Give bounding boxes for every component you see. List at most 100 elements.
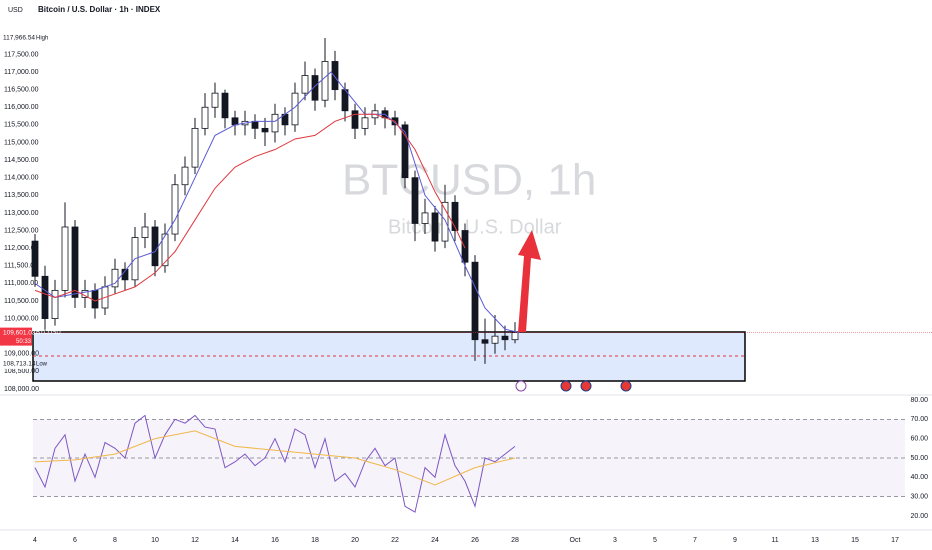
candle-body — [491, 335, 499, 344]
x-tick-label: 17 — [891, 537, 899, 544]
price-tag — [0, 358, 32, 369]
rsi-tick-label: 80.00 — [910, 397, 928, 404]
candle-body — [71, 226, 79, 298]
chart-title: Bitcoin / U.S. Dollar · 1h · INDEX — [38, 5, 161, 14]
candle-body — [41, 275, 49, 319]
candle-body — [221, 92, 229, 119]
x-tick-label: Oct — [570, 537, 581, 544]
x-tick-label: 12 — [191, 537, 199, 544]
x-tick-label: 4 — [33, 537, 37, 544]
x-tick-label: 13 — [811, 537, 819, 544]
y-tick-label: 115,000.00 — [4, 139, 39, 146]
rsi-tick-label: 20.00 — [910, 513, 928, 520]
x-tick-label: 24 — [431, 537, 439, 544]
candle-body — [501, 335, 509, 341]
candle-body — [451, 201, 459, 231]
rsi-tick-label: 40.00 — [910, 474, 928, 481]
rsi-tick-label: 60.00 — [910, 435, 928, 442]
candle-body — [211, 92, 219, 108]
x-tick-label: 15 — [851, 537, 859, 544]
rsi-tick-label: 30.00 — [910, 493, 928, 500]
up-arrow — [518, 230, 541, 332]
price-tag-label: 117,966.54 — [3, 35, 35, 42]
candle-body — [151, 226, 159, 267]
rsi-tick-label: 70.00 — [910, 416, 928, 423]
candle-body — [361, 117, 369, 129]
candle-body — [181, 166, 189, 186]
y-tick-label: 114,000.00 — [4, 175, 39, 182]
candle-body — [161, 233, 169, 267]
x-tick-label: 9 — [733, 537, 737, 544]
candle-body — [31, 240, 39, 277]
rsi-line — [34, 414, 516, 513]
rsi-signal — [34, 430, 516, 486]
y-tick-label: 112,000.00 — [4, 245, 39, 252]
candle-body — [431, 212, 439, 242]
ma-fast — [34, 71, 520, 334]
y-tick-label: 113,500.00 — [4, 192, 39, 199]
currency: USD — [8, 7, 23, 14]
candle-body — [321, 61, 329, 101]
y-tick-label: 116,500.00 — [4, 86, 39, 93]
candle-body — [461, 230, 469, 263]
event-icon — [515, 380, 527, 392]
event-icons — [515, 380, 632, 392]
candle-body — [271, 113, 279, 133]
countdown: 50:33 — [16, 339, 32, 345]
candle-body — [61, 226, 69, 291]
y-tick-label: 116,000.00 — [4, 104, 39, 111]
price-tag — [0, 327, 32, 346]
candle-body — [401, 124, 409, 179]
y-tick-label: 109,000.00 — [4, 351, 39, 358]
price-tag — [0, 32, 32, 43]
candle-body — [301, 75, 309, 94]
y-tick-label: 111,000.00 — [4, 280, 38, 287]
candle-body — [171, 184, 179, 235]
candle-body — [251, 120, 259, 129]
rsi-tick-label: 50.00 — [910, 455, 928, 462]
x-tick-label: 16 — [271, 537, 279, 544]
price-tag-name: BTCUSD — [36, 330, 61, 336]
ma-slow — [34, 113, 466, 302]
candle-body — [471, 261, 479, 341]
y-tick-label: 117,500.00 — [4, 51, 39, 58]
watermark: BTCUSD, 1h — [342, 156, 596, 205]
candle-body — [231, 117, 239, 126]
event-icon — [560, 380, 572, 392]
x-tick-label: 28 — [511, 537, 519, 544]
price-tag-label: 108,713.14 — [3, 361, 36, 368]
candle-body — [311, 75, 319, 101]
candle-body — [51, 289, 59, 319]
y-tick-label: 110,000.00 — [4, 315, 39, 322]
y-tick-label: 113,000.00 — [4, 210, 39, 217]
x-tick-label: 20 — [351, 537, 359, 544]
x-tick-label: 26 — [471, 537, 479, 544]
x-tick-label: 6 — [73, 537, 77, 544]
x-tick-label: 10 — [151, 537, 159, 544]
price-tag-name: Low — [36, 361, 48, 367]
candle-body — [261, 127, 269, 133]
candle-body — [191, 127, 199, 168]
candle-body — [421, 212, 429, 224]
x-tick-label: 7 — [693, 537, 697, 544]
y-tick-label: 110,500.00 — [4, 298, 39, 305]
x-tick-label: 8 — [113, 537, 117, 544]
candle-body — [111, 268, 119, 288]
x-tick-label: 18 — [311, 537, 319, 544]
y-tick-label: 115,500.00 — [4, 122, 39, 129]
y-tick-label: 117,000.00 — [4, 69, 39, 76]
x-tick-label: 14 — [231, 537, 239, 544]
event-icon — [620, 380, 632, 392]
candle-body — [441, 201, 449, 242]
x-tick-label: 22 — [391, 537, 399, 544]
watermark-sub: Bitcoin / U.S. Dollar — [388, 216, 562, 238]
candle-body — [141, 226, 149, 238]
event-icon — [580, 380, 592, 392]
candle-body — [511, 332, 519, 341]
candle-body — [91, 289, 99, 309]
x-tick-label: 5 — [653, 537, 657, 544]
candle-body — [411, 177, 419, 224]
price-tag-name: High — [36, 36, 48, 42]
y-tick-label: 108,500.00 — [4, 368, 39, 375]
